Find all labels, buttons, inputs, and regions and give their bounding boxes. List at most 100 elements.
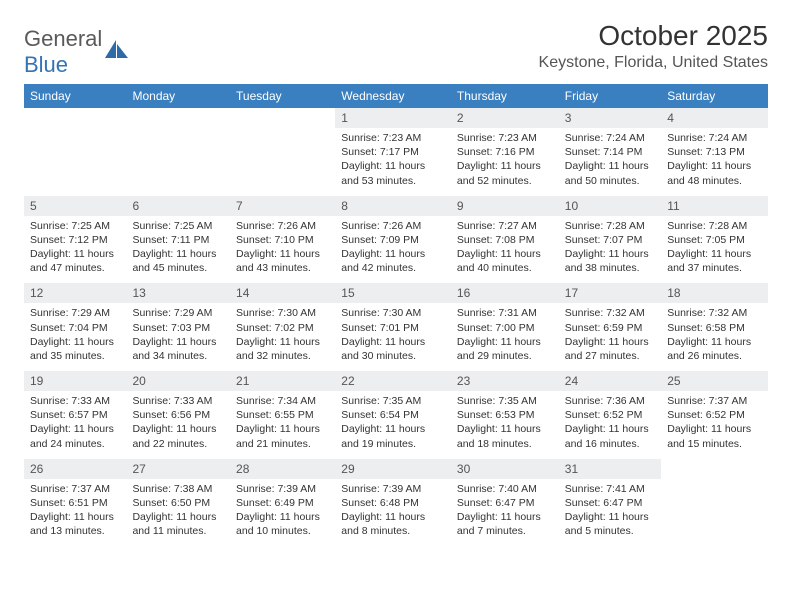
day-number: 15 — [335, 283, 451, 303]
daylight-text: Daylight: 11 hours and 32 minutes. — [236, 335, 329, 363]
day-number: 3 — [559, 108, 661, 128]
sunrise-text: Sunrise: 7:23 AM — [341, 131, 445, 145]
weekday-header: Tuesday — [230, 84, 335, 108]
daylight-text: Daylight: 11 hours and 47 minutes. — [30, 247, 120, 275]
sunset-text: Sunset: 7:17 PM — [341, 145, 445, 159]
day-number: 21 — [230, 371, 335, 391]
daylight-text: Daylight: 11 hours and 7 minutes. — [457, 510, 553, 538]
title-block: October 2025 Keystone, Florida, United S… — [539, 20, 768, 72]
weekday-header: Wednesday — [335, 84, 451, 108]
daylight-text: Daylight: 11 hours and 53 minutes. — [341, 159, 445, 187]
day-info-row: Sunrise: 7:37 AMSunset: 6:51 PMDaylight:… — [24, 479, 768, 547]
day-number: 18 — [661, 283, 768, 303]
sunrise-text: Sunrise: 7:32 AM — [667, 306, 762, 320]
day-number: 29 — [335, 459, 451, 479]
day-detail: Sunrise: 7:37 AMSunset: 6:51 PMDaylight:… — [24, 479, 126, 547]
sunset-text: Sunset: 7:04 PM — [30, 321, 120, 335]
day-number — [661, 459, 768, 479]
day-detail: Sunrise: 7:26 AMSunset: 7:10 PMDaylight:… — [230, 216, 335, 284]
daylight-text: Daylight: 11 hours and 43 minutes. — [236, 247, 329, 275]
daylight-text: Daylight: 11 hours and 19 minutes. — [341, 422, 445, 450]
sunrise-text: Sunrise: 7:39 AM — [236, 482, 329, 496]
weekday-header: Monday — [126, 84, 230, 108]
sunrise-text: Sunrise: 7:40 AM — [457, 482, 553, 496]
day-detail: Sunrise: 7:23 AMSunset: 7:16 PMDaylight:… — [451, 128, 559, 196]
sunset-text: Sunset: 7:05 PM — [667, 233, 762, 247]
day-detail: Sunrise: 7:30 AMSunset: 7:01 PMDaylight:… — [335, 303, 451, 371]
sunrise-text: Sunrise: 7:25 AM — [132, 219, 224, 233]
day-number: 8 — [335, 196, 451, 216]
day-detail: Sunrise: 7:29 AMSunset: 7:04 PMDaylight:… — [24, 303, 126, 371]
page-header: General Blue October 2025 Keystone, Flor… — [24, 20, 768, 78]
sunset-text: Sunset: 7:00 PM — [457, 321, 553, 335]
day-number: 26 — [24, 459, 126, 479]
sunrise-text: Sunrise: 7:35 AM — [457, 394, 553, 408]
sunset-text: Sunset: 7:16 PM — [457, 145, 553, 159]
day-info-row: Sunrise: 7:23 AMSunset: 7:17 PMDaylight:… — [24, 128, 768, 196]
weekday-header: Thursday — [451, 84, 559, 108]
sunset-text: Sunset: 7:09 PM — [341, 233, 445, 247]
daylight-text: Daylight: 11 hours and 38 minutes. — [565, 247, 655, 275]
daylight-text: Daylight: 11 hours and 21 minutes. — [236, 422, 329, 450]
day-detail: Sunrise: 7:33 AMSunset: 6:57 PMDaylight:… — [24, 391, 126, 459]
calendar-table: SundayMondayTuesdayWednesdayThursdayFrid… — [24, 84, 768, 546]
day-number: 17 — [559, 283, 661, 303]
daylight-text: Daylight: 11 hours and 37 minutes. — [667, 247, 762, 275]
day-number: 5 — [24, 196, 126, 216]
sunset-text: Sunset: 7:03 PM — [132, 321, 224, 335]
day-detail: Sunrise: 7:36 AMSunset: 6:52 PMDaylight:… — [559, 391, 661, 459]
day-detail: Sunrise: 7:25 AMSunset: 7:11 PMDaylight:… — [126, 216, 230, 284]
sunset-text: Sunset: 7:08 PM — [457, 233, 553, 247]
day-number: 31 — [559, 459, 661, 479]
day-detail: Sunrise: 7:35 AMSunset: 6:54 PMDaylight:… — [335, 391, 451, 459]
weekday-header: Friday — [559, 84, 661, 108]
sunset-text: Sunset: 7:13 PM — [667, 145, 762, 159]
sunset-text: Sunset: 6:49 PM — [236, 496, 329, 510]
sunrise-text: Sunrise: 7:37 AM — [667, 394, 762, 408]
day-number: 11 — [661, 196, 768, 216]
daylight-text: Daylight: 11 hours and 35 minutes. — [30, 335, 120, 363]
day-number: 30 — [451, 459, 559, 479]
daylight-text: Daylight: 11 hours and 52 minutes. — [457, 159, 553, 187]
day-number: 24 — [559, 371, 661, 391]
daylight-text: Daylight: 11 hours and 8 minutes. — [341, 510, 445, 538]
sunset-text: Sunset: 6:47 PM — [457, 496, 553, 510]
sunset-text: Sunset: 7:07 PM — [565, 233, 655, 247]
day-detail: Sunrise: 7:30 AMSunset: 7:02 PMDaylight:… — [230, 303, 335, 371]
sunset-text: Sunset: 6:56 PM — [132, 408, 224, 422]
day-number: 7 — [230, 196, 335, 216]
day-number — [230, 108, 335, 128]
location-label: Keystone, Florida, United States — [539, 54, 768, 72]
sunset-text: Sunset: 7:10 PM — [236, 233, 329, 247]
day-detail: Sunrise: 7:41 AMSunset: 6:47 PMDaylight:… — [559, 479, 661, 547]
sunset-text: Sunset: 6:53 PM — [457, 408, 553, 422]
weekday-header: Sunday — [24, 84, 126, 108]
sunrise-text: Sunrise: 7:33 AM — [132, 394, 224, 408]
brand-part1: General — [24, 26, 102, 51]
daylight-text: Daylight: 11 hours and 10 minutes. — [236, 510, 329, 538]
daylight-text: Daylight: 11 hours and 16 minutes. — [565, 422, 655, 450]
day-detail: Sunrise: 7:38 AMSunset: 6:50 PMDaylight:… — [126, 479, 230, 547]
daylight-text: Daylight: 11 hours and 11 minutes. — [132, 510, 224, 538]
sunrise-text: Sunrise: 7:41 AM — [565, 482, 655, 496]
day-detail: Sunrise: 7:35 AMSunset: 6:53 PMDaylight:… — [451, 391, 559, 459]
day-detail: Sunrise: 7:37 AMSunset: 6:52 PMDaylight:… — [661, 391, 768, 459]
sunset-text: Sunset: 6:52 PM — [565, 408, 655, 422]
day-detail: Sunrise: 7:34 AMSunset: 6:55 PMDaylight:… — [230, 391, 335, 459]
day-number: 12 — [24, 283, 126, 303]
sunrise-text: Sunrise: 7:26 AM — [236, 219, 329, 233]
daylight-text: Daylight: 11 hours and 50 minutes. — [565, 159, 655, 187]
day-detail: Sunrise: 7:28 AMSunset: 7:07 PMDaylight:… — [559, 216, 661, 284]
daylight-text: Daylight: 11 hours and 22 minutes. — [132, 422, 224, 450]
daylight-text: Daylight: 11 hours and 45 minutes. — [132, 247, 224, 275]
day-detail — [230, 128, 335, 196]
brand-text: General Blue — [24, 26, 102, 78]
sunrise-text: Sunrise: 7:25 AM — [30, 219, 120, 233]
sunset-text: Sunset: 6:54 PM — [341, 408, 445, 422]
day-number: 20 — [126, 371, 230, 391]
sunrise-text: Sunrise: 7:24 AM — [565, 131, 655, 145]
daylight-text: Daylight: 11 hours and 29 minutes. — [457, 335, 553, 363]
weekday-header-row: SundayMondayTuesdayWednesdayThursdayFrid… — [24, 84, 768, 108]
sunset-text: Sunset: 6:52 PM — [667, 408, 762, 422]
day-number-row: 1234 — [24, 108, 768, 128]
